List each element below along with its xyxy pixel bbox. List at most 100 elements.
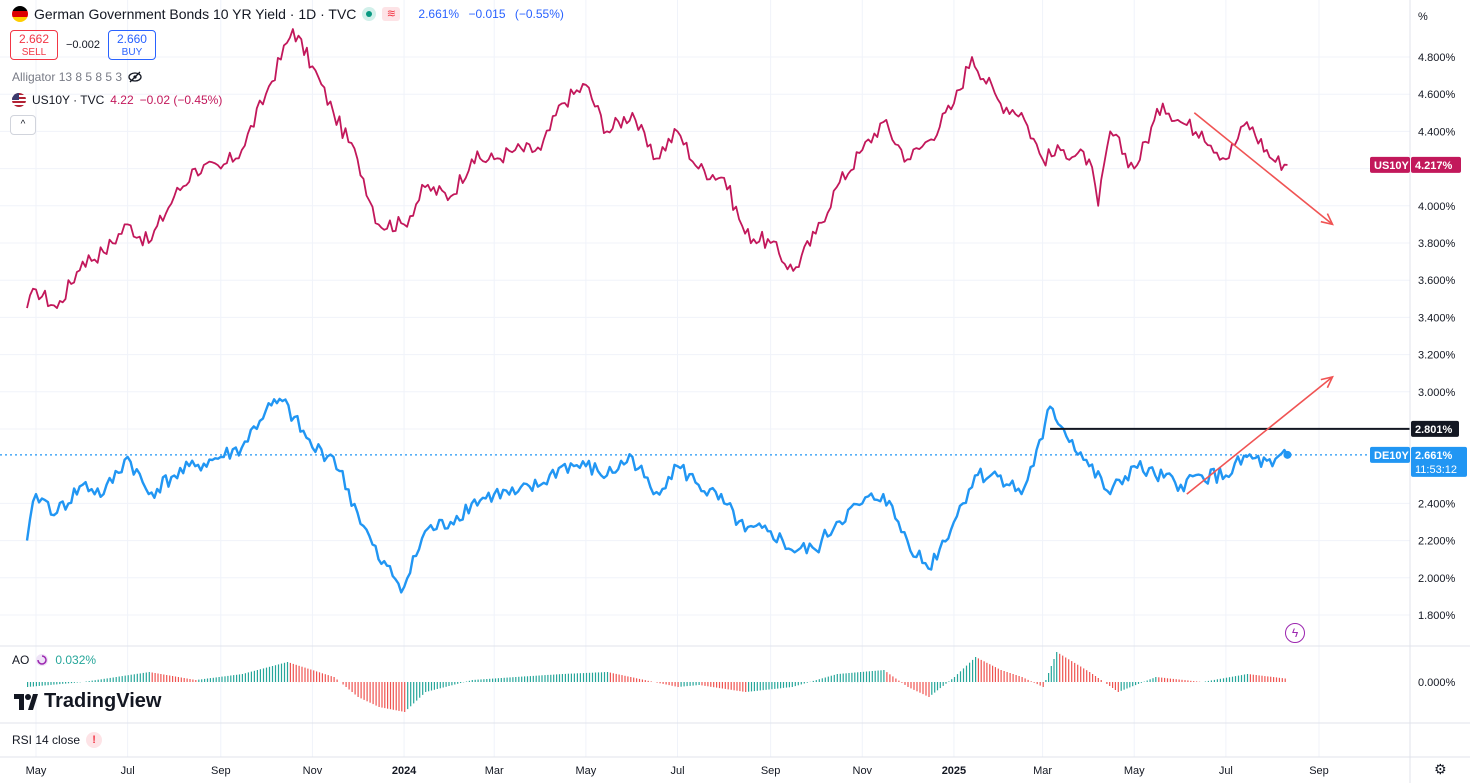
- ao-bar: [892, 676, 894, 682]
- symbol-title[interactable]: German Government Bonds 10 YR Yield · 1D…: [34, 6, 357, 22]
- ao-bar: [1190, 680, 1192, 682]
- ao-bar: [124, 675, 126, 682]
- ao-bar: [975, 657, 977, 682]
- ao-bar: [304, 667, 306, 682]
- ao-bar: [1252, 674, 1254, 682]
- ao-bar: [806, 682, 808, 683]
- ao-bar: [934, 682, 936, 693]
- ao-bar: [994, 667, 996, 682]
- sell-button[interactable]: 2.662 SELL: [10, 30, 58, 60]
- ao-bar: [283, 662, 286, 682]
- ao-bar: [1068, 659, 1070, 682]
- ao-bar: [378, 682, 380, 707]
- lightning-icon[interactable]: ϟ: [1285, 623, 1305, 643]
- ao-bar: [683, 682, 685, 687]
- x-tick-label: Jul: [121, 765, 135, 777]
- ao-bar: [1000, 670, 1002, 682]
- buy-button[interactable]: 2.660 BUY: [107, 30, 156, 60]
- ao-bar: [483, 679, 485, 682]
- ao-bar: [567, 673, 569, 682]
- ao-bar: [774, 682, 776, 689]
- ao-bar: [733, 682, 735, 691]
- ao-bar: [925, 682, 927, 696]
- rsi-label: RSI 14 close: [12, 733, 81, 747]
- ao-bar: [865, 671, 868, 682]
- ao-bar: [665, 682, 667, 685]
- ao-bar: [1009, 673, 1011, 682]
- ao-bar: [1175, 679, 1177, 682]
- ao-bar: [85, 681, 87, 682]
- ao-bar: [94, 680, 96, 682]
- ao-bar: [862, 671, 865, 683]
- wave-icon[interactable]: ≋: [382, 7, 401, 21]
- symbol-header: German Government Bonds 10 YR Yield · 1D…: [12, 6, 570, 22]
- ao-bar: [360, 682, 362, 699]
- ao-bar: [704, 682, 706, 686]
- ao-bar: [35, 682, 37, 687]
- ao-bar: [366, 682, 368, 702]
- ao-bar: [166, 675, 168, 682]
- warning-icon[interactable]: !: [86, 732, 103, 748]
- ao-bar: [641, 679, 643, 682]
- level-price-tag: 2.801%: [1411, 420, 1459, 437]
- ao-bar: [32, 682, 34, 687]
- x-tick-label: Sep: [1309, 765, 1329, 777]
- x-tick-label: Sep: [211, 765, 231, 777]
- rsi-legend[interactable]: RSI 14 close !: [12, 732, 103, 748]
- compare-legend[interactable]: US10Y · TVC 4.22 −0.02 (−0.45%): [12, 93, 222, 107]
- ao-bar: [624, 675, 626, 683]
- y-tick-label: 2.000%: [1418, 573, 1456, 585]
- us10y-series: [26, 28, 1288, 309]
- ao-bar: [1030, 681, 1032, 682]
- ao-bar: [253, 670, 255, 682]
- ao-bar: [797, 682, 799, 686]
- ao-bar: [433, 682, 435, 690]
- buy-label: BUY: [121, 47, 143, 58]
- ao-bar: [724, 682, 726, 689]
- ao-bar: [59, 682, 61, 685]
- tradingview-logo[interactable]: TradingView: [14, 690, 161, 713]
- ao-bar: [922, 682, 924, 695]
- ao-bar: [895, 678, 897, 682]
- ao-legend[interactable]: AO 0.032%: [12, 653, 96, 667]
- ao-bar: [1240, 675, 1243, 682]
- x-tick-label: Nov: [853, 765, 873, 777]
- ao-bar: [183, 678, 185, 682]
- ao-bar: [538, 675, 540, 682]
- ao-bar: [327, 675, 329, 682]
- ao-bar: [38, 682, 40, 686]
- ao-bar: [503, 677, 505, 682]
- ao-bar: [827, 676, 829, 682]
- ao-bar: [189, 679, 191, 682]
- ao-bar: [497, 678, 499, 682]
- ao-bar: [1270, 676, 1272, 682]
- settings-gear-icon[interactable]: ⚙: [1434, 761, 1447, 777]
- ao-bar: [1065, 657, 1067, 682]
- y-tick-label: 2.200%: [1418, 536, 1456, 548]
- ao-bar: [1024, 678, 1026, 682]
- ao-bar: [710, 682, 712, 687]
- ao-bar: [136, 673, 138, 682]
- ao-bar: [265, 667, 268, 682]
- alligator-legend[interactable]: Alligator 13 8 5 8 5 3: [12, 70, 142, 84]
- price-change-pct: (−0.55%): [514, 7, 564, 21]
- de10y-line: [25, 397, 1289, 594]
- ao-bar: [1126, 682, 1128, 689]
- ao-bar: [109, 677, 111, 682]
- ao-bar: [1172, 678, 1174, 682]
- compare-symbol: US10Y · TVC: [32, 93, 105, 107]
- ao-bar: [1275, 677, 1278, 682]
- market-status-icon[interactable]: [362, 7, 377, 21]
- ao-bar: [262, 668, 265, 682]
- ao-bar: [127, 675, 129, 682]
- ao-bar: [989, 664, 991, 682]
- ao-bar: [818, 679, 820, 682]
- ao-bar: [369, 682, 371, 703]
- hidden-eye-icon[interactable]: [128, 71, 142, 83]
- ao-bar: [898, 680, 900, 682]
- ao-bar: [298, 665, 300, 683]
- ao-bar: [477, 679, 479, 682]
- ao-bar: [29, 682, 32, 687]
- collapse-legend-button[interactable]: ^: [10, 115, 36, 135]
